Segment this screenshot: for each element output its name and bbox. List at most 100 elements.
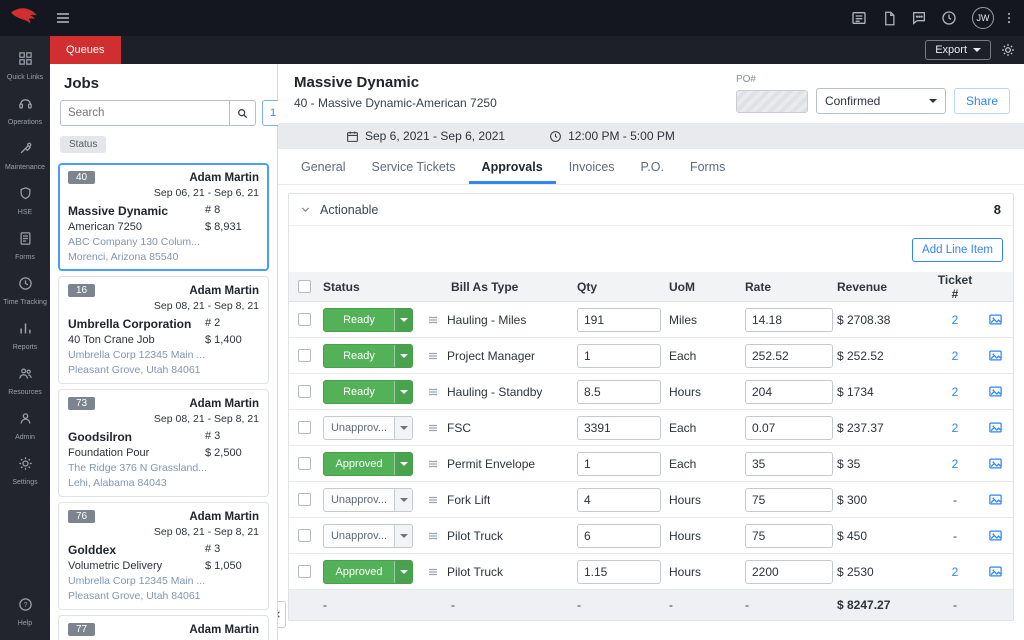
row-checkbox[interactable] bbox=[297, 493, 311, 506]
kebab-menu-icon[interactable] bbox=[1000, 5, 1018, 31]
image-icon[interactable] bbox=[988, 564, 1003, 579]
qty-input[interactable] bbox=[577, 307, 661, 332]
row-checkbox[interactable] bbox=[297, 349, 311, 362]
job-card[interactable]: 73 Adam Martin Sep 08, 21 - Sep 8, 21 Go… bbox=[58, 389, 269, 497]
status-select[interactable]: Approved bbox=[323, 451, 413, 476]
tab-approvals[interactable]: Approvals bbox=[468, 151, 556, 184]
tab-general[interactable]: General bbox=[301, 160, 346, 174]
po-input[interactable] bbox=[735, 89, 808, 113]
job-card[interactable]: 77 Adam Martin Sep 08, 21 - Sep 8, 21 Op… bbox=[58, 615, 269, 640]
status-select[interactable]: Unapprov... bbox=[323, 415, 413, 440]
sidebar-item-admin[interactable]: Admin bbox=[0, 404, 50, 449]
status-select[interactable]: Ready bbox=[323, 379, 413, 404]
row-checkbox[interactable] bbox=[297, 529, 311, 542]
rate-input[interactable] bbox=[745, 343, 833, 368]
qty-input[interactable] bbox=[577, 487, 661, 512]
image-icon[interactable] bbox=[988, 384, 1003, 399]
image-icon[interactable] bbox=[988, 456, 1003, 471]
rate-input[interactable] bbox=[745, 487, 833, 512]
search-input[interactable] bbox=[60, 100, 229, 126]
share-button[interactable]: Share bbox=[953, 88, 1010, 114]
status-select[interactable]: Approved bbox=[323, 559, 413, 584]
chevron-down-icon bbox=[394, 308, 412, 331]
avatar[interactable]: JW bbox=[972, 7, 994, 29]
ticket-link[interactable]: 2 bbox=[951, 420, 959, 435]
sidebar-item-resources[interactable]: Resources bbox=[0, 359, 50, 404]
status-select[interactable]: Unapprov... bbox=[323, 523, 413, 548]
row-checkbox[interactable] bbox=[297, 565, 311, 578]
table-row: Unapprov... Fork Lift Hours $ 300 - bbox=[289, 482, 1013, 518]
row-checkbox[interactable] bbox=[297, 421, 311, 434]
qty-input[interactable] bbox=[577, 451, 661, 476]
sidebar-item-reports[interactable]: Reports bbox=[0, 314, 50, 359]
rate-input[interactable] bbox=[745, 559, 833, 584]
sidebar-item-settings[interactable]: Settings bbox=[0, 449, 50, 494]
sidebar-item-maintenance[interactable]: Maintenance bbox=[0, 134, 50, 179]
actionable-section-header[interactable]: Actionable 8 bbox=[289, 194, 1013, 226]
rate-input[interactable] bbox=[745, 307, 833, 332]
sidebar-item-time-tracking[interactable]: Time Tracking bbox=[0, 269, 50, 314]
qty-input[interactable] bbox=[577, 343, 661, 368]
sidebar-item-hse[interactable]: HSE bbox=[0, 179, 50, 224]
sidebar-item-forms[interactable]: Forms bbox=[0, 224, 50, 269]
rate-input[interactable] bbox=[745, 523, 833, 548]
row-checkbox[interactable] bbox=[297, 313, 311, 326]
add-line-item-button[interactable]: Add Line Item bbox=[912, 238, 1003, 262]
row-checkbox[interactable] bbox=[297, 457, 311, 470]
ticket-link[interactable]: 2 bbox=[951, 348, 959, 363]
status-filter-chip[interactable]: Status bbox=[60, 136, 107, 153]
sidebar-item-quick-links[interactable]: Quick Links bbox=[0, 44, 50, 89]
row-checkbox[interactable] bbox=[297, 385, 311, 398]
select-all-checkbox[interactable] bbox=[297, 280, 311, 293]
sidebar: Quick Links Operations Maintenance HSE F… bbox=[0, 36, 50, 640]
ticket-link[interactable]: 2 bbox=[951, 384, 959, 399]
image-icon[interactable] bbox=[988, 312, 1003, 327]
collapse-panel-button[interactable] bbox=[278, 601, 286, 628]
ticket-link[interactable]: 2 bbox=[951, 456, 959, 471]
menu-icon[interactable] bbox=[48, 3, 78, 33]
tab-invoices[interactable]: Invoices bbox=[568, 160, 615, 174]
qty-input[interactable] bbox=[577, 415, 661, 440]
status-select[interactable]: Ready bbox=[323, 343, 413, 368]
page-subtitle: 40 - Massive Dynamic-American 7250 bbox=[294, 96, 497, 110]
job-card[interactable]: 40 Adam Martin Sep 06, 21 - Sep 6, 21 Ma… bbox=[58, 163, 269, 271]
search-button[interactable] bbox=[229, 100, 256, 126]
tab-forms[interactable]: Forms bbox=[689, 160, 726, 174]
status-select[interactable]: Unapprov... bbox=[323, 487, 413, 512]
job-card[interactable]: 76 Adam Martin Sep 08, 21 - Sep 8, 21 Go… bbox=[58, 502, 269, 610]
document-icon[interactable] bbox=[876, 5, 902, 31]
export-button[interactable]: Export bbox=[925, 40, 991, 60]
image-icon[interactable] bbox=[988, 348, 1003, 363]
app-logo[interactable] bbox=[0, 0, 48, 36]
time-range: 12:00 PM - 5:00 PM bbox=[549, 129, 675, 143]
queues-tab[interactable]: Queues bbox=[50, 36, 121, 64]
rate-input[interactable] bbox=[745, 451, 833, 476]
settings-gear-icon[interactable] bbox=[1001, 43, 1015, 57]
rate-input[interactable] bbox=[745, 379, 833, 404]
revenue-value: $ 2708.38 bbox=[837, 312, 891, 327]
tab-po[interactable]: P.O. bbox=[640, 160, 664, 174]
ticket-empty: - bbox=[953, 528, 957, 543]
column-header-bill-as-type: Bill As Type bbox=[451, 279, 519, 294]
qty-input[interactable] bbox=[577, 523, 661, 548]
job-card[interactable]: 16 Adam Martin Sep 08, 21 - Sep 8, 21 Um… bbox=[58, 276, 269, 384]
wrench-icon bbox=[18, 141, 33, 161]
tab-service-tickets[interactable]: Service Tickets bbox=[371, 160, 456, 174]
status-select[interactable]: Ready bbox=[323, 307, 413, 332]
sidebar-item-help[interactable]: ? Help bbox=[0, 590, 50, 640]
job-status-select[interactable]: Confirmed bbox=[815, 88, 946, 114]
rate-input[interactable] bbox=[745, 415, 833, 440]
chat-icon[interactable] bbox=[906, 5, 932, 31]
sidebar-item-label: HSE bbox=[17, 209, 33, 217]
history-icon[interactable] bbox=[936, 5, 962, 31]
qty-input[interactable] bbox=[577, 379, 661, 404]
actionable-section: Actionable 8 Add Line Item Status Bill A… bbox=[288, 193, 1014, 621]
news-icon[interactable] bbox=[846, 5, 872, 31]
sidebar-item-operations[interactable]: Operations bbox=[0, 89, 50, 134]
image-icon[interactable] bbox=[988, 420, 1003, 435]
ticket-link[interactable]: 2 bbox=[951, 564, 959, 579]
image-icon[interactable] bbox=[988, 492, 1003, 507]
ticket-link[interactable]: 2 bbox=[951, 312, 959, 327]
qty-input[interactable] bbox=[577, 559, 661, 584]
image-icon[interactable] bbox=[988, 528, 1003, 543]
